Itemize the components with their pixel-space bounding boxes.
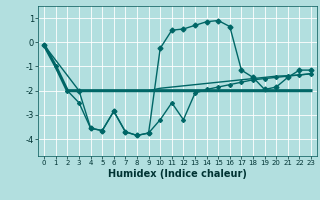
X-axis label: Humidex (Indice chaleur): Humidex (Indice chaleur)	[108, 169, 247, 179]
